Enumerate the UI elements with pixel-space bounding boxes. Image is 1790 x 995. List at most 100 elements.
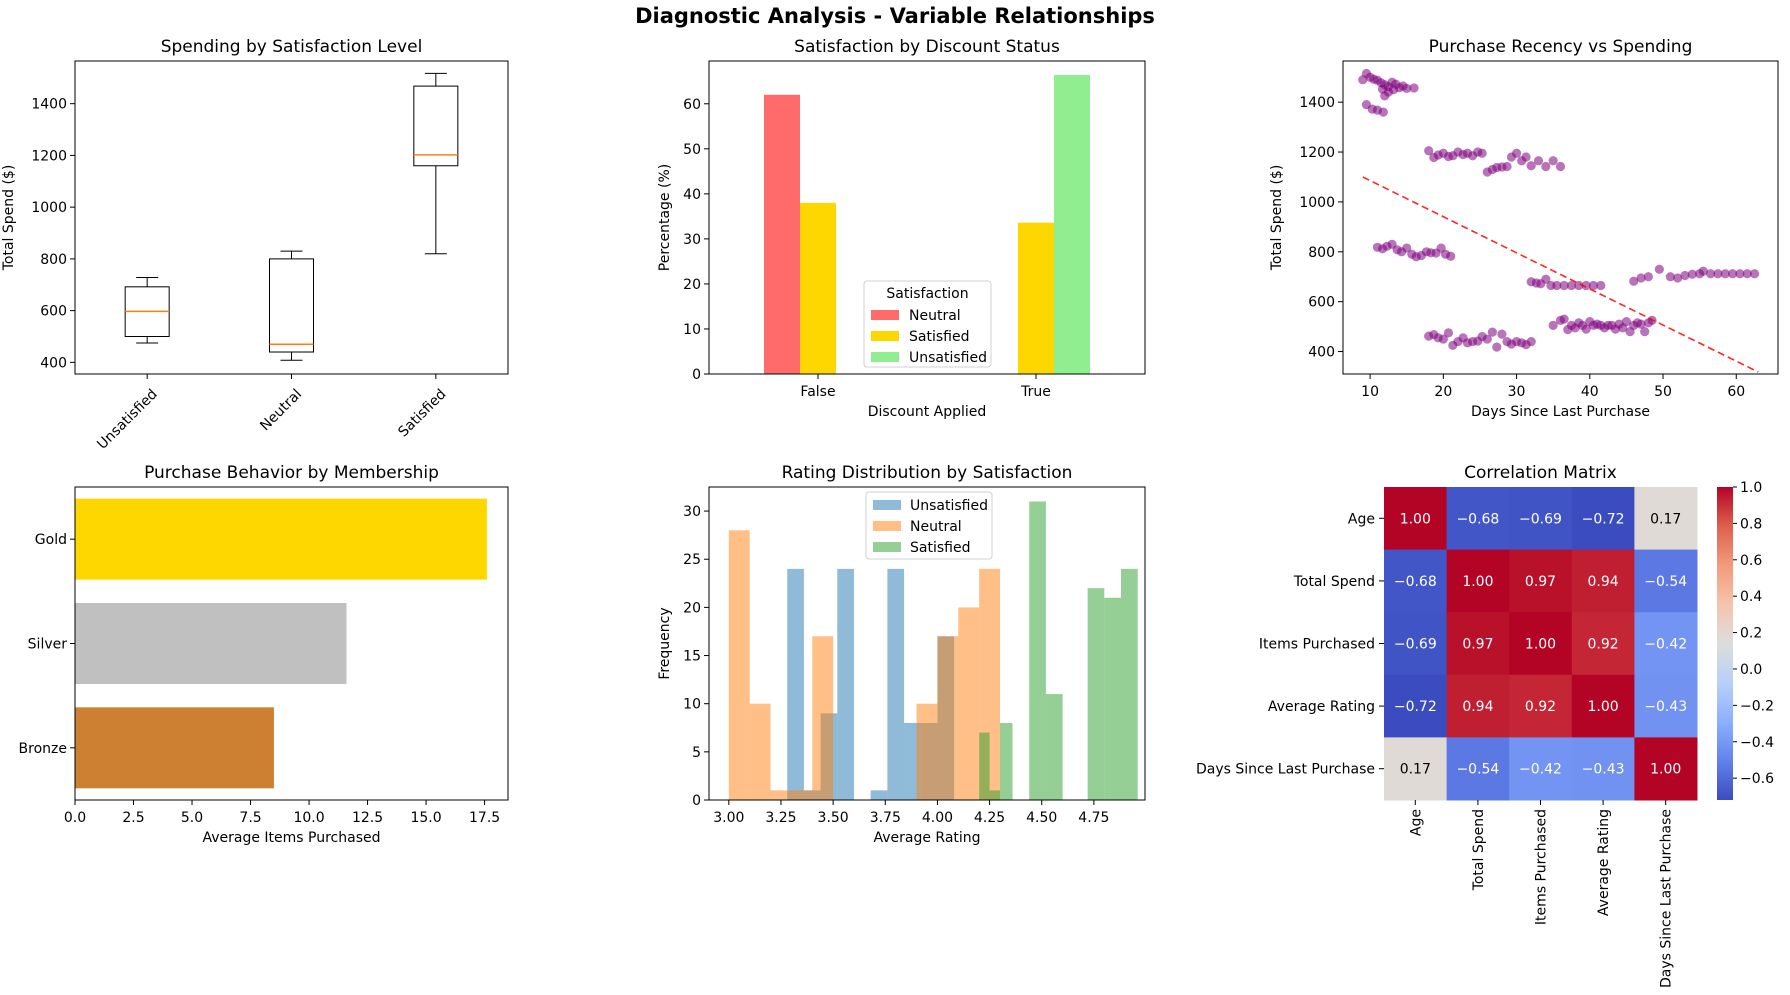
scatter-point <box>1438 334 1448 344</box>
scatter-point <box>1526 336 1536 347</box>
hist-xtick-label: 3.25 <box>765 810 796 826</box>
scatter-point <box>1706 269 1716 279</box>
box-unsatisfied <box>124 277 170 344</box>
scatter-xtick-label: 10 <box>1361 384 1379 400</box>
scatter-point <box>1388 85 1399 95</box>
legend-swatch <box>871 310 899 320</box>
grouped-ytick-label: 20 <box>683 277 701 293</box>
hist-bar <box>979 732 990 800</box>
scatter-xtick-label: 40 <box>1581 384 1599 400</box>
hbar-gold <box>75 498 487 580</box>
hist-bar <box>812 636 834 800</box>
heatmap-cell-value: 1.00 <box>1462 574 1493 590</box>
hist-ytick-label: 25 <box>683 552 701 568</box>
hbar-ytick-label: Bronze <box>19 741 67 757</box>
heatmap-row-label: Age <box>1348 511 1375 527</box>
scatter-point <box>1555 161 1566 172</box>
hbar-xtick-label: 5.0 <box>181 810 203 826</box>
scatter-frame <box>1342 60 1779 375</box>
box-satisfied <box>413 72 459 255</box>
legend-label: Satisfied <box>909 329 969 345</box>
box-ytick-label: 1200 <box>31 148 67 164</box>
hist-bar <box>904 722 921 800</box>
hist-ytick-label: 5 <box>692 745 701 761</box>
scatter-ytick-label: 400 <box>1308 345 1335 361</box>
heatmap-cell <box>1634 737 1698 801</box>
scatter-point <box>1548 320 1558 330</box>
scatter-point <box>1596 280 1606 291</box>
heatmap-cell-value: 0.17 <box>1650 511 1681 527</box>
hist-series-satisfied <box>979 501 1138 800</box>
scatter-point <box>1654 264 1664 274</box>
heatmap-cell-value: 0.17 <box>1400 762 1431 778</box>
box-xtick-label: Satisfied <box>395 386 449 440</box>
colorbar-tick-label: 0.8 <box>1740 516 1762 532</box>
scatter-point <box>1443 328 1454 338</box>
box-title: Spending by Satisfaction Level <box>161 37 423 57</box>
box-chart: Unsatisfied Neutral Satisfied 400 600 800 1000… <box>1 37 509 453</box>
scatter-point <box>1636 273 1646 283</box>
scatter-point <box>1640 327 1650 337</box>
scatter-ytick-label: 1200 <box>1299 145 1335 161</box>
scatter-title: Purchase Recency vs Spending <box>1429 37 1693 57</box>
box-iqr <box>269 258 314 353</box>
heatmap-col-label: Items Purchased <box>1534 809 1550 925</box>
grouped-ytick-label: 30 <box>683 232 701 248</box>
hist-ylabel: Frequency <box>657 607 673 679</box>
heatmap-chart: 1.00 −0.68 −0.69 −0.72 0.17 −0.68 1.00 0.97 0.94… <box>1196 463 1774 988</box>
scatter-point <box>1424 146 1434 156</box>
legend-label: Unsatisfied <box>910 498 988 514</box>
heatmap-cell <box>1446 549 1510 613</box>
hist-xtick-label: 4.75 <box>1078 810 1109 826</box>
hbar-frame <box>74 486 509 801</box>
hist-xtick-label: 4.25 <box>974 810 1005 826</box>
grouped-frame <box>708 60 1146 375</box>
scatter-point <box>1511 148 1522 158</box>
heatmap-cell <box>1634 674 1698 738</box>
heatmap-cell <box>1571 612 1635 676</box>
scatter-point <box>1566 280 1577 291</box>
heatmap-cell <box>1571 487 1635 551</box>
heatmap-col-label: Average Rating <box>1596 809 1612 916</box>
hist-xlabel: Average Rating <box>873 830 980 846</box>
scatter-point <box>1559 280 1569 291</box>
hbar-xlabel: Average Items Purchased <box>202 830 380 846</box>
trend-line <box>1362 176 1759 373</box>
scatter-point <box>1698 266 1708 276</box>
scatter-point <box>1552 280 1562 291</box>
grouped-ytick-label: 0 <box>692 367 701 383</box>
legend-swatch <box>873 542 901 552</box>
scatter-point <box>1636 319 1646 329</box>
box-frame <box>74 60 509 375</box>
hist-bar <box>749 703 771 800</box>
heatmap-cell-value: 1.00 <box>1650 762 1681 778</box>
hbar-xtick-label: 7.5 <box>239 810 261 826</box>
heatmap-cell-value: −0.43 <box>1644 699 1687 715</box>
heatmap-cell-value: −0.69 <box>1394 637 1437 653</box>
box-ytick-label: 600 <box>40 304 67 320</box>
heatmap-cell <box>1509 612 1573 676</box>
scatter-point <box>1643 272 1653 282</box>
scatter-point <box>1665 272 1675 282</box>
scatter-point <box>1409 83 1419 93</box>
heatmap-row-label: Average Rating <box>1268 699 1375 715</box>
hist-bar <box>1087 588 1105 800</box>
hist-bar <box>887 568 905 800</box>
scatter-xtick-label: 20 <box>1434 384 1452 400</box>
scatter-point <box>1588 280 1599 291</box>
hist-title: Rating Distribution by Satisfaction <box>782 463 1073 483</box>
scatter-xtick-label: 50 <box>1654 384 1672 400</box>
grouped-xlabel: Discount Applied <box>868 404 987 420</box>
scatter-xlabel: Days Since Last Purchase <box>1471 404 1650 420</box>
heatmap-row-label: Total Spend <box>1293 574 1375 590</box>
hist-series-neutral <box>728 530 1001 800</box>
heatmap-cell-value: 0.94 <box>1588 574 1619 590</box>
grouped-xtick-label: True <box>1020 384 1051 400</box>
scatter-point <box>1548 156 1558 166</box>
colorbar <box>1717 487 1733 800</box>
legend-swatch <box>873 521 901 531</box>
heatmap-cell <box>1384 549 1448 613</box>
scatter-xtick-label: 60 <box>1727 384 1745 400</box>
heatmap-cell-value: −0.54 <box>1644 574 1687 590</box>
box-neutral <box>269 250 314 361</box>
